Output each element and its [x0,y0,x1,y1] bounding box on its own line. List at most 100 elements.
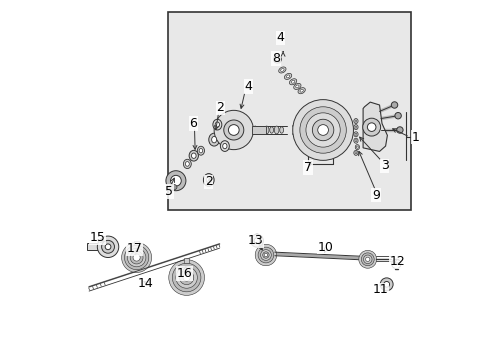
Ellipse shape [208,133,219,146]
Text: 2: 2 [216,102,224,114]
Circle shape [133,254,140,261]
Text: 7: 7 [304,161,311,174]
Bar [183,258,189,262]
Circle shape [179,270,193,285]
Ellipse shape [353,118,357,123]
Ellipse shape [206,177,211,183]
Circle shape [264,253,267,257]
Bar [134,241,139,245]
Text: 17: 17 [126,242,142,255]
Ellipse shape [183,159,191,168]
Text: 1: 1 [411,131,419,144]
Circle shape [380,278,392,291]
Ellipse shape [353,125,357,130]
Ellipse shape [269,127,273,133]
Text: 16: 16 [176,267,192,280]
Circle shape [176,267,197,288]
Text: 13: 13 [247,234,263,247]
Circle shape [170,175,181,186]
Circle shape [366,123,375,131]
Text: 5: 5 [165,185,173,198]
Bar [87,243,103,249]
Circle shape [250,234,263,247]
Circle shape [260,249,271,260]
Ellipse shape [286,75,289,78]
Ellipse shape [275,58,279,61]
Ellipse shape [356,146,358,148]
Ellipse shape [354,140,356,142]
Ellipse shape [197,146,204,155]
Circle shape [358,250,376,268]
Ellipse shape [189,150,198,161]
Circle shape [122,243,151,273]
Circle shape [168,260,204,296]
Ellipse shape [191,153,196,158]
Ellipse shape [354,133,356,135]
Ellipse shape [353,150,357,156]
Ellipse shape [284,73,291,80]
Ellipse shape [203,174,214,186]
Ellipse shape [215,122,219,127]
Ellipse shape [353,138,357,143]
Circle shape [105,244,111,249]
Circle shape [363,255,371,264]
Bar [251,126,265,134]
Ellipse shape [354,126,356,128]
Circle shape [312,119,333,141]
Ellipse shape [220,141,229,152]
Text: 9: 9 [371,189,379,202]
Circle shape [396,127,402,133]
Text: 14: 14 [137,277,153,290]
Text: 12: 12 [389,255,405,268]
Circle shape [255,244,276,266]
Ellipse shape [279,127,283,133]
Polygon shape [363,102,386,152]
Circle shape [361,253,373,266]
Text: 2: 2 [204,175,212,188]
Ellipse shape [289,79,296,85]
Circle shape [172,263,201,292]
Ellipse shape [353,132,357,137]
Ellipse shape [185,162,189,166]
Ellipse shape [297,87,305,94]
Ellipse shape [280,68,284,71]
Ellipse shape [252,126,257,134]
Circle shape [228,125,239,135]
Circle shape [390,102,397,108]
Ellipse shape [299,89,303,92]
Ellipse shape [293,84,301,89]
Ellipse shape [199,149,203,153]
Circle shape [258,247,273,263]
Ellipse shape [259,127,263,133]
Ellipse shape [169,184,177,190]
Circle shape [317,125,328,135]
Text: 3: 3 [380,159,388,172]
Circle shape [97,236,119,257]
Circle shape [394,112,401,119]
Ellipse shape [354,152,356,154]
Circle shape [183,274,190,281]
Bar [167,12,410,210]
Circle shape [292,100,353,160]
Circle shape [130,251,143,264]
Ellipse shape [354,120,356,122]
Circle shape [383,282,389,287]
Circle shape [262,252,268,258]
Circle shape [127,248,145,267]
Circle shape [254,238,259,244]
Circle shape [165,171,185,191]
Ellipse shape [274,126,279,134]
Circle shape [224,120,244,140]
Circle shape [365,257,369,261]
Ellipse shape [295,85,299,88]
Text: 8: 8 [271,52,279,65]
Text: 4: 4 [276,31,284,44]
Text: 6: 6 [189,117,197,130]
Ellipse shape [273,55,281,63]
Ellipse shape [211,136,216,143]
Text: 11: 11 [371,283,387,296]
Ellipse shape [264,126,268,134]
Circle shape [102,240,114,253]
Ellipse shape [278,67,285,73]
Circle shape [305,113,340,147]
